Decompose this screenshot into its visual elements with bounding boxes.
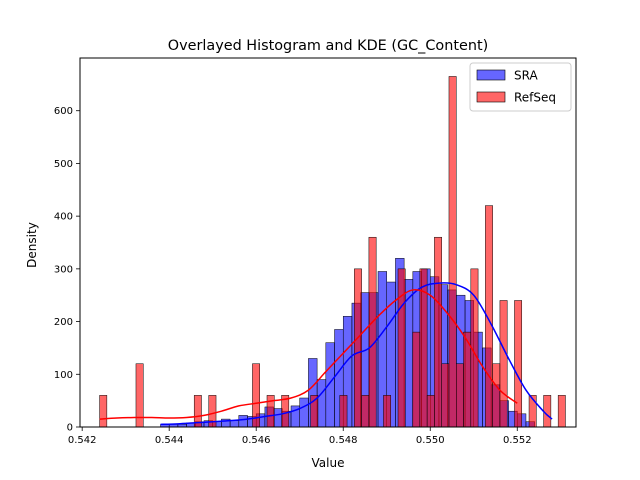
legend-swatch-sra <box>476 69 506 81</box>
x-tick-label: 0.550 <box>416 435 445 446</box>
chart-title: Overlayed Histogram and KDE (GC_Content) <box>168 38 488 54</box>
histogram-bar <box>397 268 406 428</box>
x-tick-label: 0.542 <box>68 435 97 446</box>
plot-frame <box>79 57 577 428</box>
x-axis: 0.542 0.544 0.546 0.548 0.550 0.552 <box>68 427 532 446</box>
histogram-bar <box>543 395 552 428</box>
y-tick-label: 500 <box>54 159 73 170</box>
kde-curve-sra <box>160 282 553 426</box>
histogram-bar <box>361 395 370 428</box>
histogram-bar <box>325 342 335 428</box>
histogram-bar <box>316 379 327 428</box>
histogram-bar <box>273 408 283 428</box>
histogram-bar <box>238 415 248 428</box>
histogram-bar <box>456 363 464 428</box>
y-tick-label: 200 <box>54 317 73 328</box>
histogram-bar <box>426 395 435 428</box>
legend-swatch-refseq <box>476 91 506 103</box>
histogram-bar <box>412 331 421 428</box>
histogram-bar <box>441 363 450 428</box>
legend: SRA RefSeq <box>469 62 572 112</box>
y-tick-label: 100 <box>54 370 73 381</box>
histogram-bar <box>492 363 501 428</box>
histogram-bar <box>368 236 377 428</box>
y-axis: 0 100 200 300 400 500 600 <box>54 106 80 434</box>
histogram-bar <box>383 395 391 428</box>
legend-label-refseq: RefSeq <box>514 91 556 105</box>
y-tick-label: 0 <box>67 423 73 434</box>
x-tick-label: 0.548 <box>329 435 358 446</box>
y-axis-label: Density <box>25 222 39 268</box>
plot-area <box>99 76 566 428</box>
histogram-bar <box>499 300 508 428</box>
y-tick-label: 400 <box>54 212 73 223</box>
legend-label-sra: SRA <box>514 69 538 83</box>
histogram-bar <box>557 395 566 428</box>
x-tick-label: 0.544 <box>155 435 184 446</box>
y-tick-label: 600 <box>54 106 73 117</box>
histogram-bar <box>514 300 523 428</box>
histogram-bar <box>299 397 309 428</box>
kde-curve-refseq <box>99 289 518 420</box>
y-tick-label: 300 <box>54 264 73 275</box>
x-axis-label: Value <box>312 456 345 470</box>
histogram-bar <box>99 395 108 428</box>
histogram-bar <box>448 76 457 428</box>
x-tick-label: 0.552 <box>503 435 532 446</box>
x-tick-label: 0.546 <box>242 435 271 446</box>
histogram-bar <box>434 236 442 428</box>
histogram-refseq <box>99 76 566 428</box>
histogram-bar <box>229 420 240 428</box>
histogram-bar <box>339 395 348 428</box>
histogram-bar <box>354 268 362 428</box>
